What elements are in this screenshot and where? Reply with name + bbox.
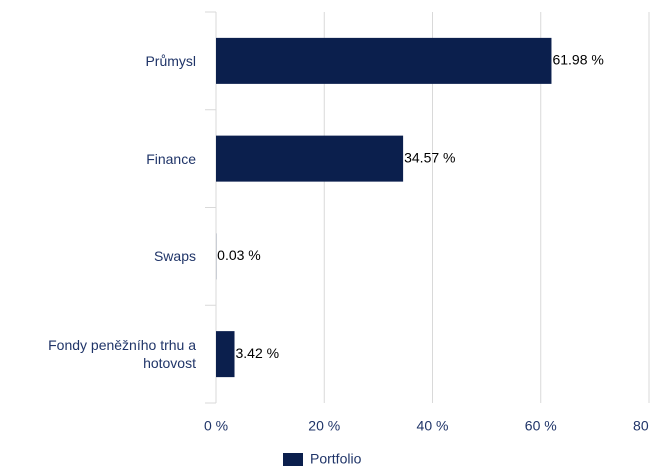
value-label: 0.03 % — [217, 247, 261, 263]
legend-swatch — [283, 453, 303, 466]
x-tick-label: 80 % — [633, 418, 650, 434]
bar — [216, 331, 235, 378]
x-tick-label: 0 % — [204, 418, 228, 434]
y-tick-label: Průmysl — [145, 52, 196, 69]
y-tick-label: Swaps — [153, 248, 196, 265]
x-tick-label: 20 % — [308, 418, 340, 434]
y-tick-label: Finance — [146, 150, 196, 167]
legend-label: Portfolio — [310, 451, 362, 467]
value-label: 34.57 % — [404, 149, 455, 165]
y-tick-label: Fondy peněžního trhu a hotovost — [48, 337, 196, 372]
bar — [216, 37, 552, 84]
value-label: 3.42 % — [236, 345, 280, 361]
value-label: 61.98 % — [552, 52, 603, 68]
bar — [216, 135, 404, 182]
x-tick-label: 60 % — [525, 418, 557, 434]
x-tick-label: 40 % — [417, 418, 449, 434]
